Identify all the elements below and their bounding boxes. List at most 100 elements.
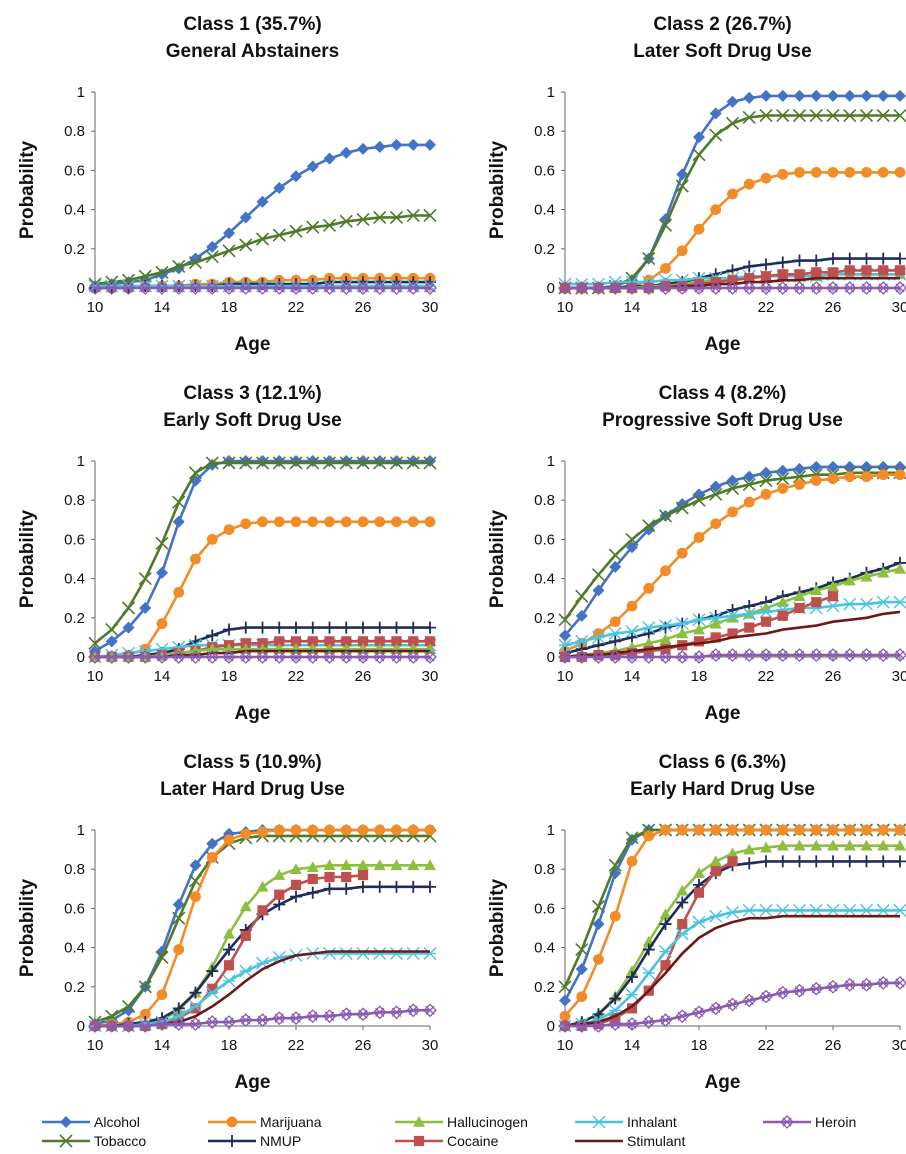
data-point-heroin	[322, 650, 337, 664]
data-point-heroin	[155, 281, 169, 295]
data-point-heroin	[406, 1003, 421, 1018]
data-point-tobacco	[591, 568, 606, 582]
data-point-marijuana	[861, 166, 872, 178]
data-point-tobacco	[625, 831, 639, 845]
data-point-heroin	[88, 1019, 102, 1033]
data-point-nmup	[424, 880, 436, 893]
data-point-alcohol	[592, 918, 605, 931]
data-point-alcohol	[676, 168, 689, 181]
data-point-inhalant	[742, 903, 756, 917]
data-point-nmup	[760, 258, 772, 271]
data-point-tobacco	[792, 108, 807, 123]
data-point-tobacco	[356, 456, 370, 470]
data-point-marijuana	[407, 516, 419, 528]
data-point-alcohol	[894, 89, 906, 102]
data-point-heroin	[305, 281, 320, 295]
data-point-alcohol	[827, 89, 839, 102]
data-point-tobacco	[172, 495, 186, 509]
data-point-heroin	[305, 650, 320, 664]
data-point-heroin	[121, 650, 136, 664]
data-point-tobacco	[423, 208, 437, 223]
data-point-hallucinogen	[709, 855, 722, 867]
data-point-cocaine	[760, 271, 772, 282]
data-point-marijuana	[593, 953, 604, 965]
data-point-cocaine	[593, 1018, 604, 1030]
data-point-tobacco	[373, 210, 387, 225]
data-point-tobacco	[239, 456, 253, 470]
data-point-inhalant	[272, 950, 286, 964]
data-point-heroin	[842, 977, 857, 992]
data-point-cocaine	[660, 960, 671, 971]
data-point-heroin	[842, 281, 857, 295]
data-point-marijuana	[626, 855, 638, 867]
data-point-heroin	[188, 281, 203, 295]
data-point-marijuana	[810, 166, 822, 178]
data-point-heroin	[641, 650, 656, 664]
data-point-nmup	[407, 621, 420, 634]
data-point-heroin	[155, 650, 169, 664]
x-tick-label: 10	[557, 299, 574, 316]
data-point-heroin	[339, 1007, 354, 1022]
data-point-heroin	[842, 648, 857, 662]
data-point-inhalant	[876, 595, 890, 609]
x-tick-label: 22	[758, 299, 775, 316]
data-point-cocaine	[374, 636, 385, 647]
data-point-heroin	[608, 650, 623, 664]
data-point-heroin	[222, 650, 236, 664]
x-tick-label: 22	[288, 299, 305, 316]
legend-item-marijuana: Marijuana	[208, 1114, 322, 1130]
data-point-nmup	[290, 890, 302, 903]
data-point-marijuana	[777, 824, 789, 836]
series-tobacco	[88, 829, 437, 1029]
data-point-tobacco	[222, 244, 236, 258]
data-point-heroin	[238, 281, 253, 295]
series-line-alcohol	[94, 828, 430, 1026]
x-tick-label: 30	[892, 668, 906, 685]
data-point-nmup	[894, 855, 906, 868]
data-point-heroin	[893, 648, 906, 662]
data-point-nmup	[659, 918, 672, 931]
data-point-heroin	[759, 281, 773, 295]
data-point-heroin	[322, 1009, 337, 1024]
data-point-tobacco	[876, 108, 890, 123]
data-point-nmup	[340, 621, 353, 634]
data-point-inhalant	[373, 946, 387, 960]
data-point-hallucinogen	[860, 839, 873, 851]
data-point-heroin	[289, 281, 303, 295]
x-tick-label: 22	[288, 1037, 305, 1054]
y-tick-label: 1	[547, 822, 555, 839]
data-point-marijuana	[861, 824, 872, 836]
data-point-hallucinogen	[659, 908, 672, 920]
data-point-heroin	[188, 1017, 203, 1031]
data-point-tobacco	[138, 572, 152, 586]
data-point-hallucinogen	[373, 859, 386, 871]
x-tick-label: 14	[624, 299, 641, 316]
data-point-inhalant	[776, 903, 790, 917]
data-point-marijuana	[290, 516, 302, 528]
data-point-heroin	[305, 1009, 320, 1024]
data-point-cocaine	[660, 280, 671, 292]
data-point-heroin	[289, 650, 303, 664]
data-point-marijuana	[676, 824, 688, 836]
legend-item-nmup: NMUP	[208, 1133, 301, 1149]
data-point-marijuana	[190, 891, 201, 903]
data-point-heroin	[658, 281, 673, 295]
data-point-marijuana	[794, 479, 805, 490]
data-point-marijuana	[660, 565, 671, 577]
data-point-inhalant	[592, 630, 605, 644]
data-point-hallucinogen	[206, 643, 219, 654]
data-point-heroin	[641, 281, 656, 295]
data-point-marijuana	[760, 488, 772, 500]
legend-marker-asterisk-icon	[592, 1115, 606, 1129]
data-point-heroin	[708, 648, 723, 662]
data-point-hallucinogen	[894, 839, 906, 851]
legend-label: Stimulant	[627, 1133, 685, 1149]
legend-label: Heroin	[815, 1114, 856, 1130]
data-point-inhalant	[843, 597, 857, 611]
data-point-alcohol	[743, 470, 756, 483]
data-point-marijuana	[374, 516, 386, 528]
data-point-heroin	[255, 650, 270, 664]
data-point-heroin	[121, 281, 136, 295]
x-axis-label: Age	[235, 703, 271, 724]
